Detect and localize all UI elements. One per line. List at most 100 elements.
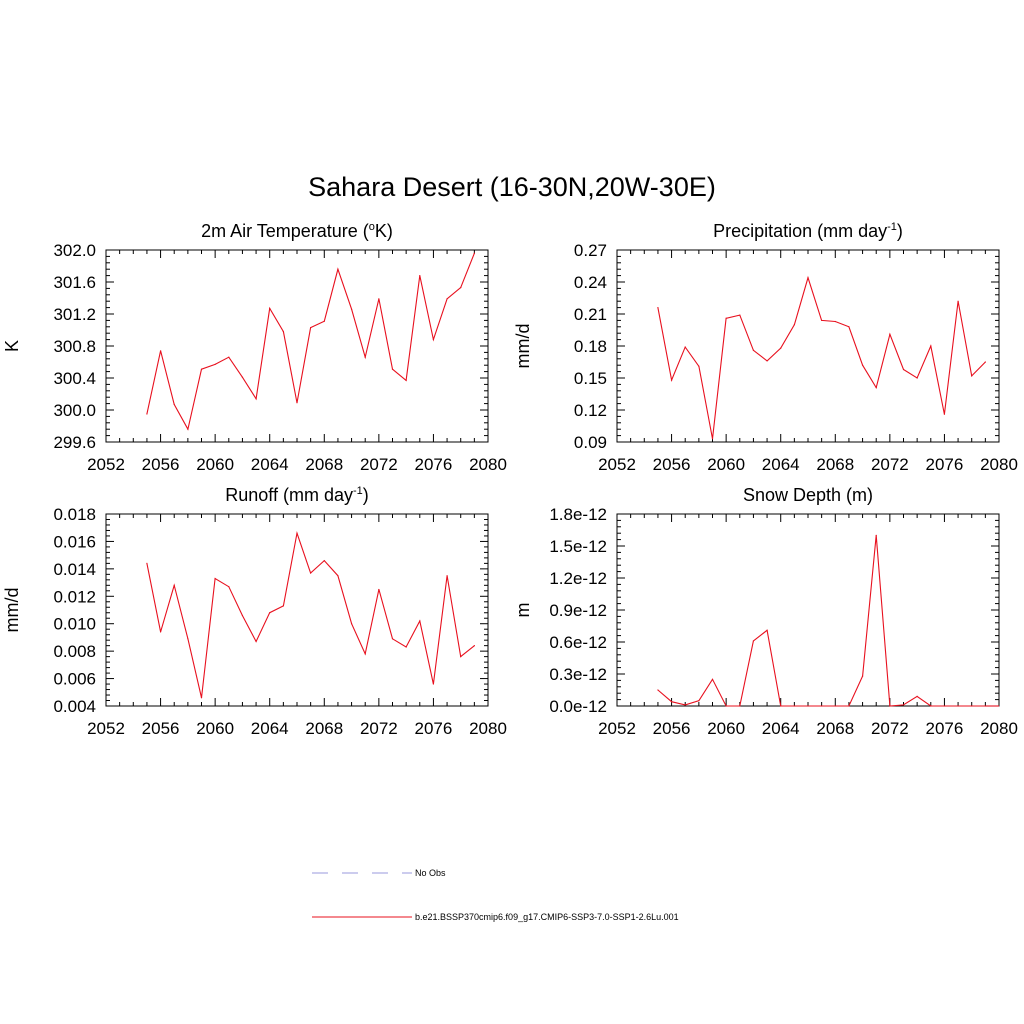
data-point-precipitation [725,317,727,319]
data-point-runoff [187,638,189,640]
y-axis-label-runoff: mm/d [2,588,22,633]
data-point-runoff [350,623,353,625]
x-tick-label: 2056 [653,719,691,738]
panel-title-runoff: Runoff (mm day-1) [225,485,369,505]
data-point-air-temperature [255,398,257,400]
x-tick-label: 2068 [305,455,343,474]
data-point-snow-depth [875,534,877,536]
x-tick-label: 2064 [762,719,800,738]
figure-title: Sahara Desert (16-30N,20W-30E) [308,172,716,202]
data-point-air-temperature [200,368,203,370]
x-tick-label: 2076 [415,455,453,474]
y-tick-label: 300.8 [53,337,96,356]
x-tick-label: 2060 [196,455,234,474]
data-point-precipitation [834,320,836,323]
data-point-air-temperature [337,268,339,270]
data-point-precipitation [807,277,809,279]
data-point-runoff [364,653,366,655]
data-point-precipitation [657,307,659,309]
data-point-air-temperature [187,428,189,430]
x-tick-label: 2064 [251,455,289,474]
y-tick-label: 301.6 [53,273,96,292]
data-point-snow-depth [711,678,714,680]
y-tick-label: 0.12 [574,401,607,420]
x-tick-label: 2072 [871,719,909,738]
x-tick-label: 2072 [871,455,909,474]
panel-precipitation: Precipitation (mm day-1) mm/d 2052 2056 2060… [513,221,1018,474]
data-point-snow-depth [752,640,755,642]
data-point-snow-depth [943,705,946,707]
data-point-snow-depth [861,675,864,677]
data-point-precipitation [930,345,932,347]
y-tick-label: 1.5e-12 [549,537,607,556]
data-point-runoff [378,588,380,591]
data-point-precipitation [943,413,946,415]
y-tick-label: 1.8e-12 [549,505,607,524]
data-point-runoff [228,586,230,588]
y-tick-label: 0.27 [574,241,607,260]
data-point-precipitation [957,300,959,302]
plot-frame-air-temperature [105,249,489,443]
data-point-precipitation [902,368,905,371]
y-tick-label: 0.006 [53,670,96,689]
x-tick-label: 2072 [360,455,398,474]
data-point-air-temperature [473,252,475,254]
data-point-air-temperature [241,376,244,378]
data-point-snow-depth [766,629,768,631]
x-tick-label: 2056 [653,455,691,474]
data-point-runoff [446,575,448,577]
x-tick-label: 2068 [816,455,854,474]
data-point-precipitation [698,365,700,367]
data-point-precipitation [711,438,714,440]
y-tick-label: 0.018 [53,505,96,524]
data-point-air-temperature [378,298,380,300]
series-line-runoff [146,531,475,698]
data-point-air-temperature [350,308,353,310]
data-point-precipitation [684,346,686,348]
y-axis-label-snow-depth: m [513,603,533,618]
y-tick-label: 300.0 [53,401,96,420]
panel-title-precipitation: Precipitation (mm day-1) [713,221,903,241]
panel-air-temperature: 2m Air Temperature (oK) K 2052 2056 2060 2064… [2,221,507,474]
y-tick-label: 0.004 [53,697,96,716]
data-point-snow-depth [930,705,932,707]
data-point-air-temperature [432,339,435,341]
data-point-precipitation [984,361,986,363]
data-point-air-temperature [173,403,175,405]
x-tick-label: 2064 [762,455,800,474]
y-tick-label: 300.4 [53,369,96,388]
data-point-runoff [323,560,325,562]
legend-label-model-run: b.e21.BSSP370cmip6.f09_g17.CMIP6-SSP3-7.… [415,912,679,922]
data-point-snow-depth [807,705,809,707]
x-tick-label: 2072 [360,719,398,738]
data-point-precipitation [889,333,891,335]
data-point-precipitation [848,326,850,328]
y-tick-label: 302.0 [53,241,96,260]
y-tick-label: 0.21 [574,305,607,324]
legend: No Obs b.e21.BSSP370cmip6.f09_g17.CMIP6-… [312,868,679,922]
x-tick-label: 2068 [816,719,854,738]
data-point-air-temperature [310,327,312,329]
data-point-precipitation [766,360,768,362]
data-point-runoff [255,640,257,643]
y-tick-label: 0.6e-12 [549,633,607,652]
y-axis-label-air-temperature: K [2,340,22,352]
data-point-snow-depth [971,705,973,707]
data-point-snow-depth [902,704,905,706]
panels: 2m Air Temperature (oK) K 2052 2056 2060 2064… [2,221,1018,738]
data-point-air-temperature [460,287,462,289]
data-point-air-temperature [405,379,407,381]
x-tick-label: 2080 [980,455,1018,474]
y-tick-label: 1.2e-12 [549,569,607,588]
y-tick-label: 0.012 [53,587,96,606]
y-tick-label: 0.24 [574,273,607,292]
x-tick-label: 2068 [305,719,343,738]
panel-runoff: Runoff (mm day-1) mm/d 2052 2056 2060 2064 206… [2,485,507,738]
y-tick-label: 0.9e-12 [549,601,607,620]
y-tick-label: 0.014 [53,560,96,579]
x-tick-label: 2052 [598,455,636,474]
data-point-snow-depth [793,705,795,707]
data-point-precipitation [670,379,673,381]
data-point-runoff [173,584,175,586]
data-point-snow-depth [684,704,686,706]
